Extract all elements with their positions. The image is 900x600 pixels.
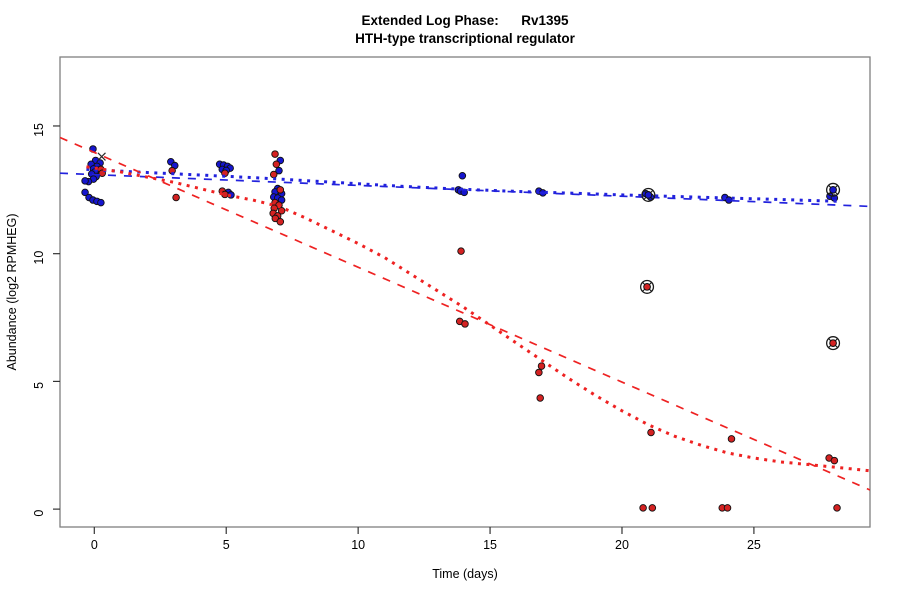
y-tick-label: 15 <box>32 123 46 137</box>
red-point <box>536 394 544 402</box>
flag-circle-icon <box>826 182 841 197</box>
flagged-point <box>829 186 837 194</box>
red-dashed-fit <box>60 136 870 491</box>
red-point <box>276 186 285 194</box>
blue-point <box>725 196 733 204</box>
red-points <box>97 150 841 512</box>
x-tick-label: 5 <box>223 538 230 552</box>
flag-circle-icon <box>640 279 655 294</box>
flag-circle-icon <box>826 336 841 351</box>
red-point <box>647 428 655 437</box>
red-point <box>271 150 279 158</box>
y-tick-label: 5 <box>32 382 46 389</box>
red-point <box>833 504 841 512</box>
red-point <box>727 435 736 443</box>
y-axis-title: Abundance (log2 RPMHEG) <box>5 213 19 370</box>
red-point <box>648 504 657 512</box>
red-point <box>457 247 465 255</box>
x-tick-label: 0 <box>91 538 98 552</box>
red-point <box>537 362 546 370</box>
blue-point <box>81 177 89 185</box>
flagged-point <box>643 283 651 291</box>
x-cross-marker-icon <box>97 152 106 161</box>
red-point <box>535 368 543 377</box>
red-dotted-loess <box>86 165 870 473</box>
red-point <box>221 190 229 199</box>
cross-line <box>97 152 106 161</box>
x-tick-label: 10 <box>351 538 365 552</box>
x-tick-label: 25 <box>747 538 761 552</box>
plot-title-line2: HTH-type transcriptional regulator <box>355 31 575 46</box>
x-axis-title: Time (days) <box>432 567 498 581</box>
plot-title-line1: Extended Log Phase: Rv1395 <box>361 13 569 28</box>
flagged-point <box>644 191 653 199</box>
x-axis: 0 5 10 15 20 25 Time (days) <box>91 527 761 581</box>
x-tick-label: 20 <box>615 538 629 552</box>
blue-point <box>458 172 467 180</box>
flagged-outlier-markers <box>640 182 841 351</box>
blue-point <box>97 198 105 207</box>
x-tick-label: 15 <box>483 538 497 552</box>
red-point <box>830 456 839 465</box>
red-point <box>276 218 285 226</box>
flagged-point <box>829 339 837 347</box>
y-tick-label: 10 <box>32 251 46 265</box>
blue-point <box>275 166 283 175</box>
plot-title: Extended Log Phase: Rv1395 HTH-type tran… <box>60 12 870 48</box>
blue-dashed-fit <box>60 172 870 208</box>
blue-point <box>81 188 89 197</box>
red-point <box>172 193 180 202</box>
red-point <box>461 320 469 328</box>
red-point <box>272 160 281 169</box>
plot-box <box>59 56 871 528</box>
red-point <box>639 504 647 512</box>
y-axis: 0 5 10 15 Abundance (log2 RPMHEG) <box>5 123 60 517</box>
y-tick-label: 0 <box>32 510 46 517</box>
red-point <box>269 170 278 179</box>
red-point <box>277 207 286 215</box>
flag-circle-icon <box>641 187 656 202</box>
red-point <box>723 504 732 512</box>
